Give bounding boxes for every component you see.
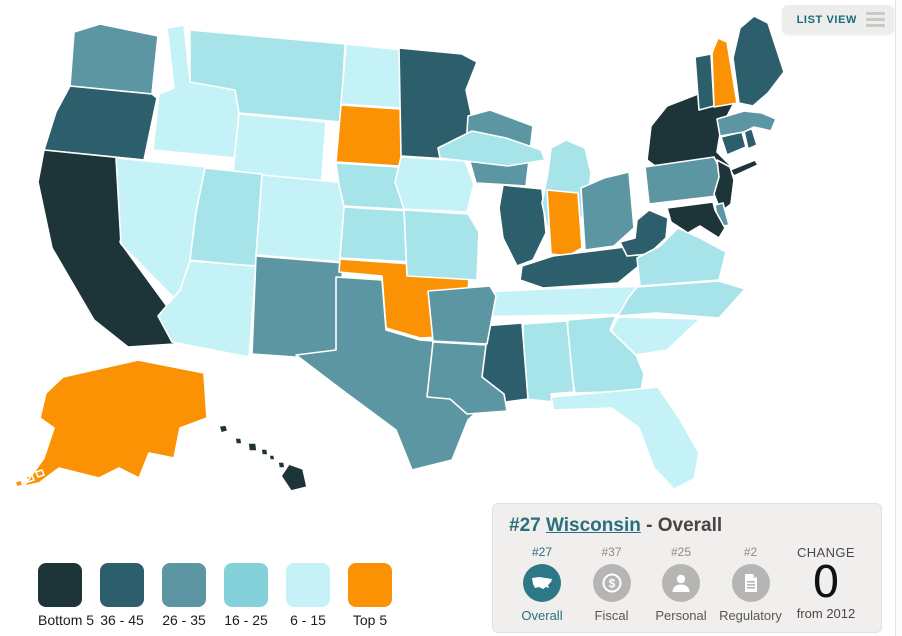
state-ky[interactable] bbox=[519, 243, 652, 289]
category-rank: #2 bbox=[743, 545, 758, 559]
state-nc[interactable] bbox=[617, 280, 746, 319]
svg-text:$: $ bbox=[608, 577, 615, 591]
state-nm[interactable] bbox=[251, 255, 344, 361]
state-nj[interactable] bbox=[713, 159, 735, 213]
state-il[interactable] bbox=[498, 184, 547, 267]
category-label: Personal bbox=[655, 608, 707, 623]
legend-item: 36 - 45 bbox=[100, 563, 144, 628]
hamburger-icon bbox=[866, 12, 885, 27]
legend-label: 6 - 15 bbox=[290, 612, 326, 628]
legend-item: 16 - 25 bbox=[224, 563, 268, 628]
state-ak[interactable] bbox=[14, 359, 208, 488]
document-icon bbox=[731, 564, 770, 602]
legend-swatch-26-35 bbox=[162, 563, 206, 607]
change-block: CHANGE 0 from 2012 bbox=[787, 545, 865, 623]
change-label: CHANGE bbox=[796, 545, 856, 560]
title-separator: - bbox=[646, 515, 653, 536]
state-ma[interactable] bbox=[716, 110, 777, 137]
us-map-icon bbox=[523, 564, 561, 602]
category-rank: #27 bbox=[531, 545, 553, 559]
category-label: Overall bbox=[521, 608, 563, 623]
change-value: 0 bbox=[812, 557, 840, 608]
scrollbar-track[interactable] bbox=[895, 0, 902, 636]
state-me[interactable] bbox=[732, 15, 785, 107]
state-oh[interactable] bbox=[580, 171, 635, 251]
states-layer bbox=[14, 15, 785, 492]
list-view-button[interactable]: LIST VIEW bbox=[781, 5, 894, 34]
state-sc[interactable] bbox=[610, 316, 701, 356]
map-legend: Bottom 5 36 - 45 26 - 35 16 - 25 6 - 15 … bbox=[38, 563, 392, 628]
list-view-label: LIST VIEW bbox=[796, 13, 857, 26]
state-ia[interactable] bbox=[394, 156, 475, 213]
legend-swatch-36-45 bbox=[100, 563, 144, 607]
state-va[interactable] bbox=[636, 227, 727, 287]
category-label: Regulatory bbox=[719, 608, 782, 623]
category-row: #27 Overall #37 $ Fiscal #25 bbox=[509, 545, 865, 623]
category-fiscal[interactable]: #37 $ Fiscal bbox=[579, 545, 645, 623]
state-al[interactable] bbox=[522, 320, 575, 403]
state-or[interactable] bbox=[43, 85, 158, 161]
legend-label: Bottom 5 bbox=[38, 612, 95, 628]
legend-swatch-top5 bbox=[348, 563, 392, 607]
legend-swatch-6-15 bbox=[286, 563, 330, 607]
person-icon bbox=[662, 564, 700, 602]
state-info-panel: #27 Wisconsin - Overall #27 Overall #37 … bbox=[492, 503, 882, 633]
state-wv[interactable] bbox=[619, 209, 669, 257]
category-regulatory[interactable]: #2 Regulatory bbox=[718, 545, 784, 623]
legend-item: 6 - 15 bbox=[286, 563, 330, 628]
legend-label: 26 - 35 bbox=[162, 612, 206, 628]
state-wa[interactable] bbox=[69, 23, 159, 95]
state-la[interactable] bbox=[426, 341, 508, 415]
state-vt[interactable] bbox=[694, 53, 715, 111]
state-hi[interactable] bbox=[218, 424, 308, 492]
state-mt[interactable] bbox=[189, 29, 346, 123]
legend-item: Top 5 bbox=[348, 563, 392, 628]
state-co[interactable] bbox=[255, 174, 349, 263]
state-tx[interactable] bbox=[295, 276, 501, 471]
state-rank: #27 bbox=[509, 515, 541, 536]
state-ar[interactable] bbox=[427, 285, 497, 345]
change-sublabel: from 2012 bbox=[796, 606, 856, 622]
category-overall[interactable]: #27 Overall bbox=[509, 545, 575, 623]
dollar-icon: $ bbox=[592, 564, 631, 602]
state-in[interactable] bbox=[546, 189, 583, 257]
legend-label: 36 - 45 bbox=[100, 612, 144, 628]
state-mo[interactable] bbox=[403, 209, 480, 281]
state-mn[interactable] bbox=[398, 47, 478, 161]
state-md[interactable] bbox=[666, 201, 726, 239]
legend-item: 26 - 35 bbox=[162, 563, 206, 628]
state-fl[interactable] bbox=[550, 386, 700, 490]
category-rank: #25 bbox=[670, 545, 692, 559]
legend-swatch-16-25 bbox=[224, 563, 268, 607]
category-label: Fiscal bbox=[594, 608, 629, 623]
state-name-link[interactable]: Wisconsin bbox=[545, 515, 641, 536]
legend-swatch-bottom5 bbox=[38, 563, 82, 607]
panel-title: #27 Wisconsin - Overall bbox=[509, 515, 865, 537]
view-label: Overall bbox=[657, 515, 723, 536]
legend-label: Top 5 bbox=[352, 612, 388, 628]
state-nh[interactable] bbox=[711, 37, 738, 108]
category-rank: #37 bbox=[601, 545, 622, 559]
legend-label: 16 - 25 bbox=[224, 612, 268, 628]
legend-item: Bottom 5 bbox=[38, 563, 95, 628]
category-personal[interactable]: #25 Personal bbox=[648, 545, 714, 623]
